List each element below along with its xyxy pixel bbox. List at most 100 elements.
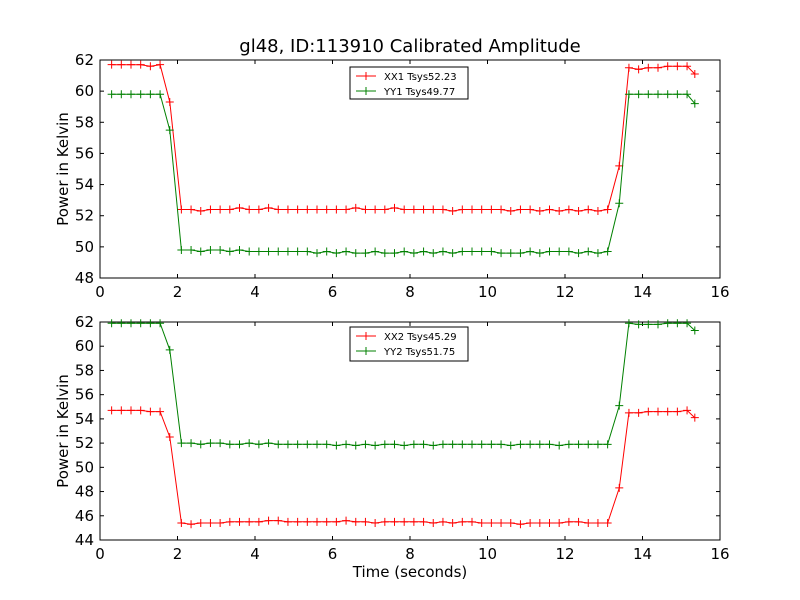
plot-1-series-1-point: [254, 205, 263, 214]
plot-2-series-1-point: [313, 517, 321, 526]
plot-2-series-1-point: [574, 517, 583, 526]
plot-1-series-2-point: [136, 90, 145, 99]
plot-2-series-1-point: [644, 407, 653, 416]
plot-2-series-1-point: [216, 519, 225, 528]
plot-1-series-1-point: [574, 207, 583, 216]
plot-1-series-1-point: [127, 60, 135, 69]
plot-1-series-2-point: [225, 247, 234, 256]
plot-2-series-2-point: [497, 440, 506, 449]
plot-1-series-1-point: [663, 62, 672, 71]
plot-1-title: gl48, ID:113910 Calibrated Amplitude: [239, 36, 580, 57]
plot-2-series-1-point: [342, 516, 351, 525]
plot-2-ytick-label: 62: [75, 313, 94, 331]
plot-1-series-2-point: [165, 126, 174, 135]
plot-2-series-1-point: [663, 407, 672, 416]
plot-2-xtick-label: 2: [173, 545, 183, 563]
plot-2-series-1-point: [458, 517, 467, 526]
plot-2-legend-marker: [362, 347, 370, 355]
plot-1-series-1-point: [634, 65, 643, 74]
plot-2-series-1-point: [254, 517, 263, 526]
plot-1-series-1-point: [342, 205, 351, 214]
plot-1-xtick-label: 12: [555, 283, 574, 301]
plot-2-series-1-point: [690, 413, 699, 422]
plot-1-series-1-point: [235, 203, 244, 212]
plot-2-series-1-point: [400, 517, 409, 526]
plot-2-xtick-label: 6: [328, 545, 338, 563]
plot-2-xtick-label: 16: [710, 545, 729, 563]
plot-2-series-2-point: [400, 441, 409, 450]
plot-1-xtick-label: 8: [405, 283, 415, 301]
plot-2-series-1-point: [683, 406, 692, 415]
plot-2-series-1-point: [429, 519, 438, 528]
plot-1-series-1-point: [206, 205, 215, 214]
plot-1-series-1-point: [332, 205, 341, 214]
plot-2-series-2-point: [564, 440, 573, 449]
plot-2-legend-marker: [362, 332, 370, 340]
plot-1-series-1-point: [545, 205, 554, 214]
plot-2-ytick-label: 54: [75, 410, 94, 428]
plot-1-series-1-point: [274, 205, 283, 214]
plot-2-series-1-point: [117, 406, 126, 415]
plot-1-series-1-point: [156, 60, 165, 69]
plot-1-series-2-point: [409, 249, 418, 258]
plot-1-series-1-point: [506, 207, 515, 216]
plot-2-series-2-point: [429, 441, 438, 450]
plot-2-series-2-point: [127, 319, 135, 328]
plot-1-series-2-point: [535, 249, 544, 258]
plot-1-legend-marker: [362, 72, 370, 80]
plot-2-series-2-point: [593, 440, 602, 449]
plot-2-series-2-point: [293, 440, 302, 449]
plot-1-series-1-point: [564, 205, 573, 214]
plot-1-series-2-point: [545, 247, 554, 256]
plot-2-series-2-point: [107, 319, 116, 328]
plot-2-series-2-point: [584, 440, 593, 449]
plot-2-series-2-point: [235, 440, 244, 449]
plot-2-series-1-point: [177, 519, 186, 528]
plot-1-legend-label: YY1 Tsys49.77: [383, 87, 455, 98]
plot-1-series-2-point: [555, 247, 564, 256]
plot-2-legend-label: XX2 Tsys45.29: [384, 332, 457, 343]
plot-1-xtick-label: 0: [95, 283, 105, 301]
plot-2-series-2-point: [506, 441, 515, 450]
plot-1-series-2-point: [351, 249, 360, 258]
plot-2-series-1-point: [245, 517, 254, 526]
plot-1-series-1-point: [535, 207, 544, 216]
plot-1-series-2-point: [468, 247, 476, 256]
plot-2-series-1-point: [497, 519, 506, 528]
plot-2-series-1-point: [654, 407, 662, 416]
plot-2-series-2-point: [477, 440, 486, 449]
plot-1-legend-label: XX1 Tsys52.23: [384, 72, 457, 83]
plot-2-series-1-point: [274, 516, 283, 525]
plot-1-series-2-point: [438, 247, 447, 256]
plot-2-series-2-point: [380, 440, 389, 449]
plot-1-series-1-point: [351, 203, 360, 212]
plot-2-series-1-point: [146, 407, 155, 416]
plot-1-series-1-point: [644, 63, 653, 72]
plot-2-series-1-point: [127, 406, 135, 415]
plot-1-series-2-point: [313, 249, 321, 258]
plot-2-series-1-point: [322, 517, 331, 526]
plot-1-series-1-point: [225, 205, 234, 214]
plot-2-ylabel: Power in Kelvin: [54, 374, 72, 488]
plot-2-series-1-point: [593, 519, 602, 528]
plot-2-series-2-point: [624, 319, 633, 328]
plot-2-series-2-point: [361, 440, 370, 449]
plot-1-series-1-point: [438, 205, 447, 214]
plot-1-ytick-label: 62: [75, 51, 94, 69]
plot-1-series-1-point: [683, 62, 692, 71]
plot-1-series-1-point: [419, 205, 428, 214]
plot-1-series-2-point: [342, 247, 351, 256]
plot-1-series-2-point: [264, 247, 273, 256]
plot-2-series-2-point: [634, 320, 643, 329]
plot-1-ytick-label: 54: [75, 176, 94, 194]
plot-1-series-2-point: [644, 90, 653, 99]
plot-2-series-2-point: [283, 440, 292, 449]
plot-2-xtick-label: 10: [478, 545, 497, 563]
plot-1-series-2-point: [603, 247, 612, 256]
plot-1-series-1-point: [390, 203, 399, 212]
plot-2-series-1-point: [673, 407, 682, 416]
plot-1-series-2-point: [127, 90, 135, 99]
plot-2-series-2-point: [644, 320, 653, 329]
plot-2-series-2-point: [206, 439, 215, 448]
plot-1-series-1-point: [322, 205, 331, 214]
